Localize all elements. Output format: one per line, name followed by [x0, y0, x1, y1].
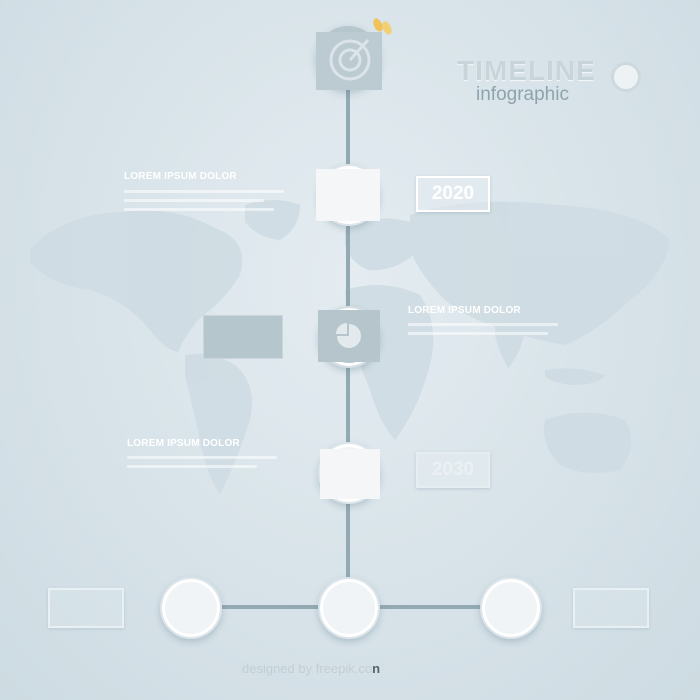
year-2030: 2030: [431, 459, 475, 480]
footer-credit-text: designed by freepik.co: [242, 661, 373, 676]
bottom-left-box: [48, 588, 124, 628]
year-box-2030: 2030: [416, 452, 490, 488]
timeline-node-3: [318, 442, 380, 504]
bottom-right-box: [573, 588, 649, 628]
title-circle-icon: [611, 62, 641, 92]
year-box-2020: 2020: [416, 176, 490, 212]
label-1-text-line: [124, 208, 274, 211]
label-1-text-line: [124, 199, 264, 202]
label-2-text-line: [408, 323, 558, 326]
timeline-node-bottom-center: [318, 577, 380, 639]
label-3: LOREM IPSUM DOLOR: [127, 438, 240, 449]
label-2-text-line: [408, 332, 548, 335]
target-icon: [316, 26, 382, 90]
pie-chart-icon: [336, 323, 361, 348]
timeline-node-1: [316, 164, 380, 226]
label-3-text-line: [127, 465, 257, 468]
node-1-square: [316, 169, 380, 221]
timeline-node-bottom-right: [480, 577, 542, 639]
label-3-text-line: [127, 456, 277, 459]
node-3-square: [320, 449, 380, 499]
target-rings: [329, 38, 371, 81]
year-2020: 2020: [431, 183, 475, 204]
timeline-node-bottom-left: [160, 577, 222, 639]
arrow-feather-icon: [373, 18, 392, 35]
filled-info-box: [203, 315, 283, 359]
label-1: LOREM IPSUM DOLOR: [124, 171, 237, 182]
footer-credit-end: n: [372, 661, 381, 676]
label-1-text-line: [124, 190, 284, 193]
timeline-node-2: [318, 306, 380, 368]
footer-credit: designed by freepik.con: [242, 661, 380, 676]
label-2: LOREM IPSUM DOLOR: [408, 305, 521, 316]
infographic-subtitle: infographic: [476, 84, 569, 105]
timeline-title: TIMELINE: [457, 55, 596, 86]
